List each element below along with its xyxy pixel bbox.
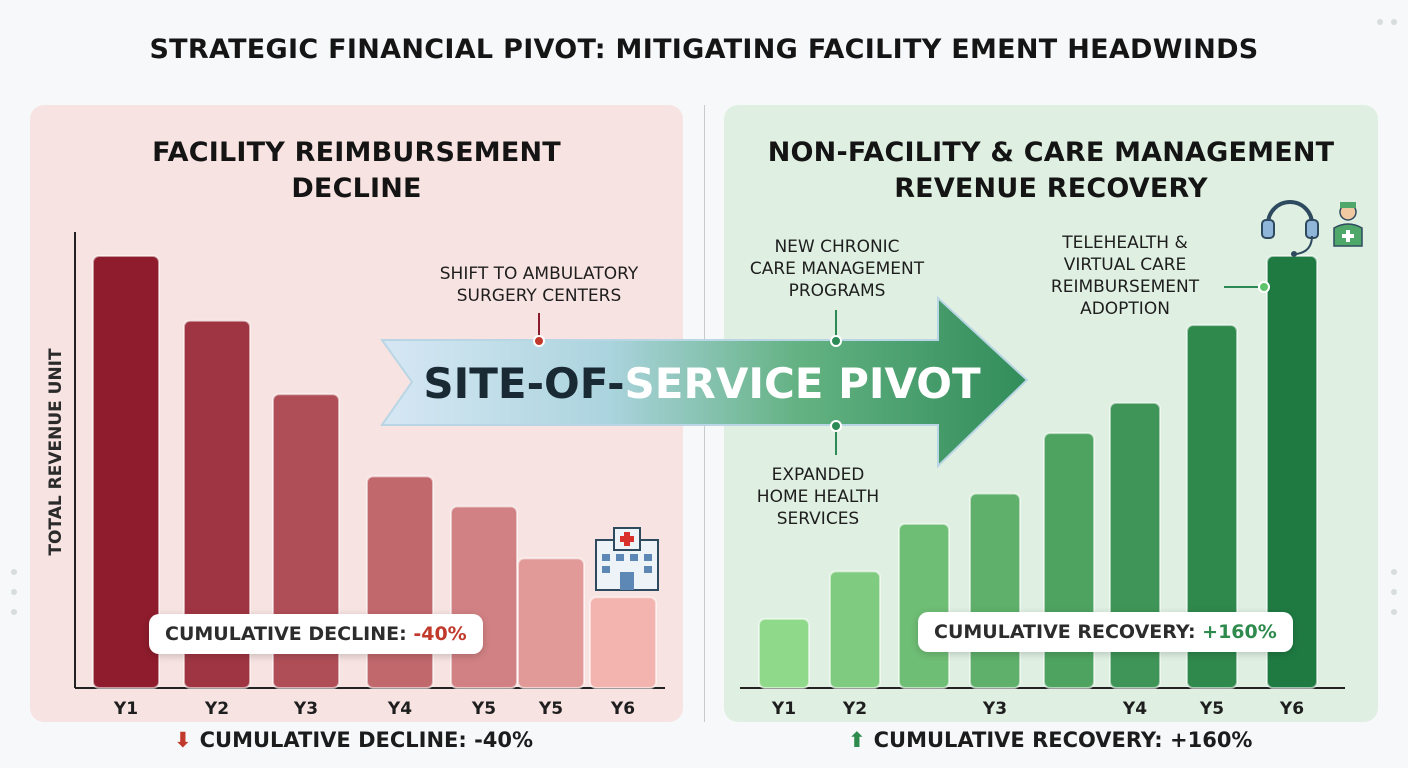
bottom-recovery-text: CUMULATIVE RECOVERY: +160%: [873, 728, 1253, 752]
decline-tick-label-7: Y6: [610, 699, 635, 719]
annotation-home-line3: SERVICES: [776, 509, 860, 529]
hospital-icon: [595, 527, 659, 591]
annotation-tele-line2: VIRTUAL CARE: [1063, 255, 1187, 275]
decline-tick-label-5: Y5: [471, 699, 496, 719]
recovery-bar-7: [1186, 324, 1238, 689]
annotation-chronic-line2: CARE MANAGEMENT: [749, 259, 925, 279]
annotation-tele-line1: TELEHEALTH &: [1062, 233, 1188, 253]
recovery-title-line1: NON-FACILITY & CARE MANAGEMENT: [767, 137, 1335, 168]
up-arrow-icon: ⬆: [848, 728, 866, 752]
cumulative-decline-callout: CUMULATIVE DECLINE: -40%: [149, 614, 483, 654]
recovery-callout-value: +160%: [1202, 621, 1277, 643]
annotation-home-health: EXPANDED HOME HEALTH SERVICES: [738, 464, 898, 530]
ambulatory-marker: [533, 335, 545, 347]
annotation-home-line1: EXPANDED: [771, 465, 865, 485]
decline-callout-value: -40%: [413, 623, 467, 645]
decline-bar-7: [589, 596, 657, 690]
annotation-ambulatory-line2: SURGERY CENTERS: [456, 286, 622, 306]
site-of-service-arrow: SITE-OF-SERVICE PIVOT: [380, 295, 1029, 469]
cumulative-recovery-callout: CUMULATIVE RECOVERY: +160%: [918, 612, 1293, 652]
decline-bar-4: [366, 475, 434, 689]
decline-tick-label-6: Y5: [538, 699, 563, 719]
annotation-home-line2: HOME HEALTH: [756, 487, 880, 507]
decline-callout-label: CUMULATIVE DECLINE:: [165, 623, 414, 645]
annotation-leaders: [533, 281, 1270, 455]
decline-panel-title: FACILITY REIMBURSEMENT DECLINE: [30, 135, 683, 207]
bottom-decline-summary: ⬇ CUMULATIVE DECLINE: -40%: [174, 728, 533, 752]
recovery-callout-label: CUMULATIVE RECOVERY:: [934, 621, 1203, 643]
telehealth-marker: [1258, 281, 1270, 293]
recovery-tick-label-6: Y4: [1122, 699, 1147, 719]
decline-tick-label-2: Y2: [204, 699, 229, 719]
recovery-tick-label-2: Y2: [842, 699, 867, 719]
annotation-chronic-line1: NEW CHRONIC: [774, 237, 900, 257]
decline-title-line2: DECLINE: [291, 173, 422, 204]
decline-bar-2: [183, 319, 251, 689]
annotation-chronic-care: NEW CHRONIC CARE MANAGEMENT PROGRAMS: [730, 236, 944, 302]
recovery-tick-label-1: Y1: [771, 699, 796, 719]
annotation-ambulatory-line1: SHIFT TO AMBULATORY: [439, 264, 639, 284]
decline-tick-label-1: Y1: [113, 699, 138, 719]
y-axis-label: TOTAL REVENUE UNIT: [46, 348, 66, 556]
recovery-bar-1: [758, 617, 810, 690]
chronic-marker: [830, 335, 842, 347]
telehealth-doctor-icon: [1261, 200, 1363, 257]
recovery-tick-label-8: Y6: [1279, 699, 1304, 719]
recovery-panel-title: NON-FACILITY & CARE MANAGEMENT REVENUE R…: [724, 135, 1378, 207]
decline-tick-label-4: Y4: [387, 699, 412, 719]
decline-bar-5: [450, 505, 518, 689]
svg-text:SITE-OF-SERVICE PIVOT: SITE-OF-SERVICE PIVOT: [423, 359, 981, 408]
arrow-label-part2: SERVICE PIVOT: [625, 359, 981, 408]
home-health-marker: [830, 420, 842, 432]
bottom-decline-text: CUMULATIVE DECLINE: -40%: [199, 728, 534, 752]
recovery-tick-label-4: Y3: [982, 699, 1007, 719]
recovery-tick-label-7: Y5: [1199, 699, 1224, 719]
annotation-chronic-line3: PROGRAMS: [788, 281, 886, 301]
arrow-label-part1: SITE-OF-: [423, 359, 624, 408]
annotation-ambulatory: SHIFT TO AMBULATORY SURGERY CENTERS: [414, 263, 664, 307]
annotation-tele-line4: ADOPTION: [1080, 299, 1170, 319]
annotation-telehealth: TELEHEALTH & VIRTUAL CARE REIMBURSEMENT …: [1022, 232, 1228, 320]
decline-tick-label-3: Y3: [293, 699, 318, 719]
main-title: STRATEGIC FINANCIAL PIVOT: MITIGATING FA…: [149, 34, 1259, 65]
recovery-title-line2: REVENUE RECOVERY: [894, 173, 1208, 204]
down-arrow-icon: ⬇: [174, 728, 192, 752]
decline-title-line1: FACILITY REIMBURSEMENT: [152, 137, 561, 168]
recovery-bar-4: [969, 492, 1021, 689]
recovery-bar-2: [829, 570, 881, 689]
bottom-recovery-summary: ⬆ CUMULATIVE RECOVERY: +160%: [848, 728, 1252, 752]
recovery-bar-3: [898, 522, 950, 690]
decline-bar-1: [92, 255, 160, 689]
annotation-tele-line3: REIMBURSEMENT: [1050, 277, 1200, 297]
decline-bar-6: [517, 557, 585, 690]
